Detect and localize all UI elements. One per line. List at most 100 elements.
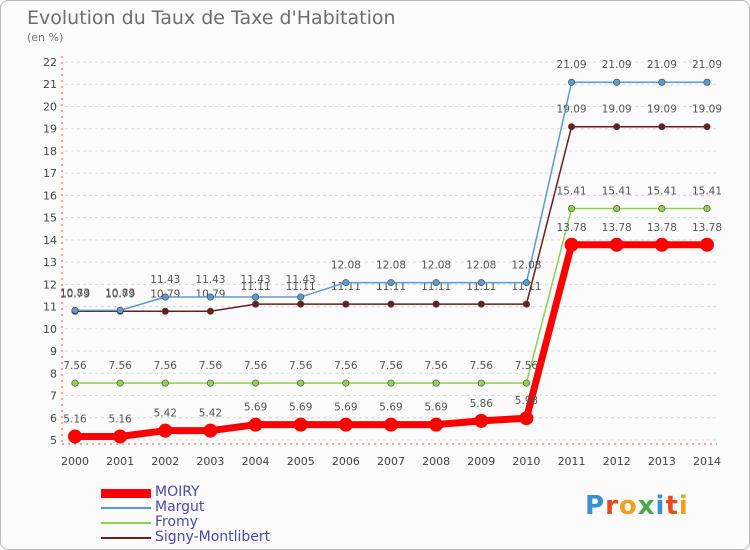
point-fromy — [116, 379, 124, 387]
point-moiry — [384, 417, 398, 432]
point-signy-montlibert — [252, 300, 260, 308]
data-label-fromy: 7.56 — [108, 360, 132, 372]
data-label-moiry: 5.42 — [154, 408, 177, 420]
point-fromy — [161, 379, 169, 387]
data-label-signy-montlibert: 19.09 — [692, 104, 722, 116]
data-label-signy-montlibert: 11.11 — [241, 281, 271, 293]
data-label-margut: 11.43 — [241, 274, 271, 286]
y-tick-label: 6 — [50, 412, 57, 425]
data-label-margut: 21.09 — [602, 59, 632, 71]
logo-letter: i — [655, 491, 666, 521]
y-tick-label: 18 — [43, 145, 57, 158]
legend-label-margut: Margut — [155, 499, 205, 515]
point-moiry — [113, 429, 128, 444]
point-signy-montlibert — [658, 123, 666, 131]
data-label-moiry: 5.69 — [244, 402, 267, 414]
data-label-fromy: 15.41 — [692, 186, 722, 198]
data-label-fromy: 15.41 — [647, 186, 677, 198]
proxiti-logo: Proxiti — [585, 491, 689, 521]
point-moiry — [609, 237, 624, 252]
y-tick-label: 16 — [43, 189, 57, 202]
point-fromy — [206, 379, 214, 387]
point-moiry — [68, 429, 82, 444]
point-fromy — [613, 205, 621, 213]
data-label-fromy: 7.56 — [154, 360, 178, 372]
x-tick-label: 2006 — [332, 455, 360, 468]
point-margut — [658, 78, 666, 86]
data-label-margut: 10.83 — [105, 287, 135, 299]
logo-letter: x — [637, 491, 656, 521]
point-margut — [432, 279, 440, 287]
data-label-fromy: 7.56 — [334, 360, 358, 372]
x-tick-label: 2000 — [61, 455, 89, 468]
y-tick-label: 20 — [43, 100, 57, 113]
legend-swatch-moiry — [101, 488, 151, 498]
data-label-signy-montlibert: 19.09 — [557, 104, 587, 116]
data-label-margut: 21.09 — [692, 59, 722, 71]
legend-swatch-margut — [101, 507, 151, 509]
point-fromy — [658, 205, 666, 213]
data-label-margut: 21.09 — [647, 59, 677, 71]
point-moiry — [564, 237, 579, 252]
data-label-moiry: 13.78 — [602, 222, 632, 234]
point-fromy — [342, 379, 350, 387]
legend-label-fromy: Fromy — [155, 514, 198, 530]
data-label-fromy: 7.56 — [515, 360, 539, 372]
logo-letter: t — [665, 491, 679, 521]
data-label-margut: 12.08 — [331, 260, 361, 272]
data-label-fromy: 15.41 — [602, 186, 632, 198]
data-label-fromy: 15.41 — [557, 186, 587, 198]
point-signy-montlibert — [206, 307, 214, 315]
point-signy-montlibert — [387, 300, 395, 308]
x-tick-label: 2002 — [151, 455, 179, 468]
data-label-moiry: 13.78 — [647, 222, 677, 234]
x-tick-label: 2010 — [512, 455, 540, 468]
point-moiry — [519, 411, 534, 426]
point-fromy — [297, 379, 305, 387]
point-fromy — [387, 379, 395, 387]
data-label-margut: 11.43 — [150, 274, 180, 286]
x-tick-label: 2003 — [196, 455, 224, 468]
point-moiry — [700, 237, 714, 252]
point-moiry — [474, 413, 489, 428]
point-margut — [342, 279, 350, 287]
data-label-moiry: 5.16 — [108, 413, 132, 425]
data-label-signy-montlibert: 19.09 — [647, 104, 677, 116]
x-tick-label: 2011 — [558, 455, 586, 468]
point-moiry — [203, 423, 218, 438]
y-tick-label: 19 — [43, 123, 57, 136]
logo-letter: i — [678, 491, 689, 521]
point-moiry — [429, 417, 444, 432]
point-signy-montlibert — [432, 300, 440, 308]
point-margut — [206, 293, 214, 301]
data-label-margut: 12.08 — [376, 260, 406, 272]
data-label-signy-montlibert: 11.11 — [421, 281, 451, 293]
data-label-signy-montlibert: 10.79 — [60, 288, 90, 300]
point-signy-montlibert — [161, 307, 169, 315]
data-label-moiry: 5.69 — [289, 402, 312, 414]
x-tick-label: 2012 — [603, 455, 631, 468]
point-margut — [161, 293, 169, 301]
y-tick-label: 13 — [43, 256, 57, 269]
point-fromy — [568, 205, 576, 213]
data-label-fromy: 7.56 — [244, 360, 268, 372]
x-tick-label: 2004 — [242, 455, 270, 468]
y-tick-label: 11 — [43, 301, 57, 314]
point-margut — [71, 306, 79, 314]
data-label-moiry: 5.69 — [334, 402, 357, 414]
point-margut — [116, 306, 124, 314]
point-margut — [387, 279, 395, 287]
data-label-signy-montlibert: 19.09 — [602, 104, 632, 116]
point-signy-montlibert — [568, 123, 576, 131]
point-margut — [613, 78, 621, 86]
data-label-margut: 10.83 — [60, 287, 90, 299]
data-label-signy-montlibert: 11.11 — [286, 281, 316, 293]
point-moiry — [654, 237, 669, 252]
data-label-margut: 21.09 — [557, 59, 587, 71]
y-tick-label: 5 — [50, 434, 57, 447]
y-tick-label: 17 — [43, 167, 57, 180]
point-margut — [477, 279, 485, 287]
y-tick-label: 15 — [43, 212, 57, 225]
